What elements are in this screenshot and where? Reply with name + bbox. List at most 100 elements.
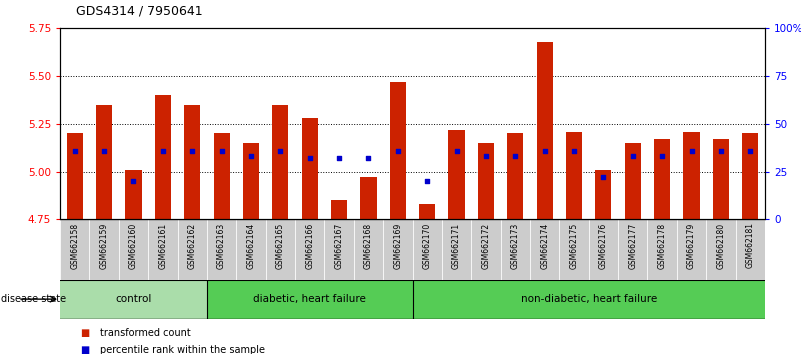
Bar bbox=[354, 219, 383, 280]
Bar bbox=[713, 139, 729, 219]
Bar bbox=[654, 139, 670, 219]
Point bbox=[215, 148, 228, 154]
Text: disease state: disease state bbox=[1, 294, 66, 304]
Bar bbox=[272, 105, 288, 219]
Bar bbox=[677, 219, 706, 280]
Bar bbox=[507, 133, 523, 219]
Text: GSM662166: GSM662166 bbox=[305, 222, 314, 269]
Point bbox=[186, 148, 199, 154]
Text: GSM662181: GSM662181 bbox=[746, 222, 755, 268]
Bar bbox=[390, 82, 406, 219]
Point bbox=[304, 155, 316, 161]
Point bbox=[127, 178, 140, 184]
Bar bbox=[207, 219, 236, 280]
Text: GSM662178: GSM662178 bbox=[658, 222, 666, 269]
Bar bbox=[618, 219, 647, 280]
Point bbox=[392, 148, 405, 154]
Bar bbox=[442, 219, 471, 280]
Bar bbox=[302, 118, 318, 219]
Bar bbox=[119, 219, 148, 280]
Text: GSM662175: GSM662175 bbox=[570, 222, 578, 269]
Text: GSM662164: GSM662164 bbox=[247, 222, 256, 269]
Bar bbox=[706, 219, 735, 280]
Bar bbox=[449, 130, 465, 219]
Point bbox=[244, 154, 257, 159]
Point bbox=[98, 148, 111, 154]
Bar bbox=[155, 95, 171, 219]
Bar bbox=[413, 280, 765, 319]
Text: GSM662165: GSM662165 bbox=[276, 222, 285, 269]
Bar bbox=[501, 219, 530, 280]
Bar bbox=[537, 42, 553, 219]
Bar bbox=[243, 143, 259, 219]
Bar bbox=[530, 219, 559, 280]
Text: GSM662167: GSM662167 bbox=[335, 222, 344, 269]
Text: GSM662180: GSM662180 bbox=[716, 222, 726, 269]
Point bbox=[538, 148, 551, 154]
Text: GSM662159: GSM662159 bbox=[99, 222, 109, 269]
Point bbox=[509, 154, 521, 159]
Bar bbox=[66, 133, 83, 219]
Point bbox=[597, 175, 610, 180]
Text: GSM662163: GSM662163 bbox=[217, 222, 226, 269]
Bar bbox=[148, 219, 178, 280]
Bar bbox=[478, 143, 494, 219]
Point bbox=[656, 154, 669, 159]
Text: GSM662160: GSM662160 bbox=[129, 222, 138, 269]
Bar bbox=[419, 204, 435, 219]
Bar bbox=[60, 280, 207, 319]
Bar bbox=[295, 219, 324, 280]
Bar bbox=[413, 219, 442, 280]
Text: percentile rank within the sample: percentile rank within the sample bbox=[100, 346, 265, 354]
Text: GSM662158: GSM662158 bbox=[70, 222, 79, 269]
Bar bbox=[360, 177, 376, 219]
Bar bbox=[735, 219, 765, 280]
Point bbox=[714, 148, 727, 154]
Text: ■: ■ bbox=[80, 346, 90, 354]
Text: GSM662168: GSM662168 bbox=[364, 222, 373, 269]
Point bbox=[626, 154, 639, 159]
Bar bbox=[743, 133, 759, 219]
Text: GSM662174: GSM662174 bbox=[540, 222, 549, 269]
Text: control: control bbox=[115, 294, 151, 304]
Point bbox=[568, 148, 581, 154]
Bar bbox=[214, 133, 230, 219]
Bar bbox=[625, 143, 641, 219]
Bar bbox=[595, 170, 611, 219]
Text: GSM662169: GSM662169 bbox=[393, 222, 402, 269]
Point bbox=[744, 148, 757, 154]
Text: GSM662162: GSM662162 bbox=[187, 222, 197, 269]
Point bbox=[332, 155, 345, 161]
Bar bbox=[383, 219, 413, 280]
Text: GSM662171: GSM662171 bbox=[452, 222, 461, 269]
Bar bbox=[647, 219, 677, 280]
Text: GSM662176: GSM662176 bbox=[599, 222, 608, 269]
Bar bbox=[236, 219, 266, 280]
Text: GSM662170: GSM662170 bbox=[423, 222, 432, 269]
Text: GSM662179: GSM662179 bbox=[687, 222, 696, 269]
Bar bbox=[96, 105, 112, 219]
Point bbox=[274, 148, 287, 154]
Text: non-diabetic, heart failure: non-diabetic, heart failure bbox=[521, 294, 657, 304]
Bar bbox=[566, 132, 582, 219]
Point bbox=[480, 154, 493, 159]
Bar bbox=[178, 219, 207, 280]
Point bbox=[450, 148, 463, 154]
Text: GSM662177: GSM662177 bbox=[628, 222, 638, 269]
Text: GSM662161: GSM662161 bbox=[159, 222, 167, 269]
Bar bbox=[683, 132, 699, 219]
Bar bbox=[60, 219, 90, 280]
Bar bbox=[207, 280, 413, 319]
Text: GSM662173: GSM662173 bbox=[511, 222, 520, 269]
Bar bbox=[126, 170, 142, 219]
Text: transformed count: transformed count bbox=[100, 328, 191, 338]
Text: GDS4314 / 7950641: GDS4314 / 7950641 bbox=[76, 5, 203, 18]
Bar bbox=[324, 219, 354, 280]
Bar bbox=[471, 219, 501, 280]
Text: ■: ■ bbox=[80, 328, 90, 338]
Text: diabetic, heart failure: diabetic, heart failure bbox=[253, 294, 366, 304]
Point bbox=[362, 155, 375, 161]
Bar bbox=[90, 219, 119, 280]
Point bbox=[68, 148, 81, 154]
Point bbox=[156, 148, 169, 154]
